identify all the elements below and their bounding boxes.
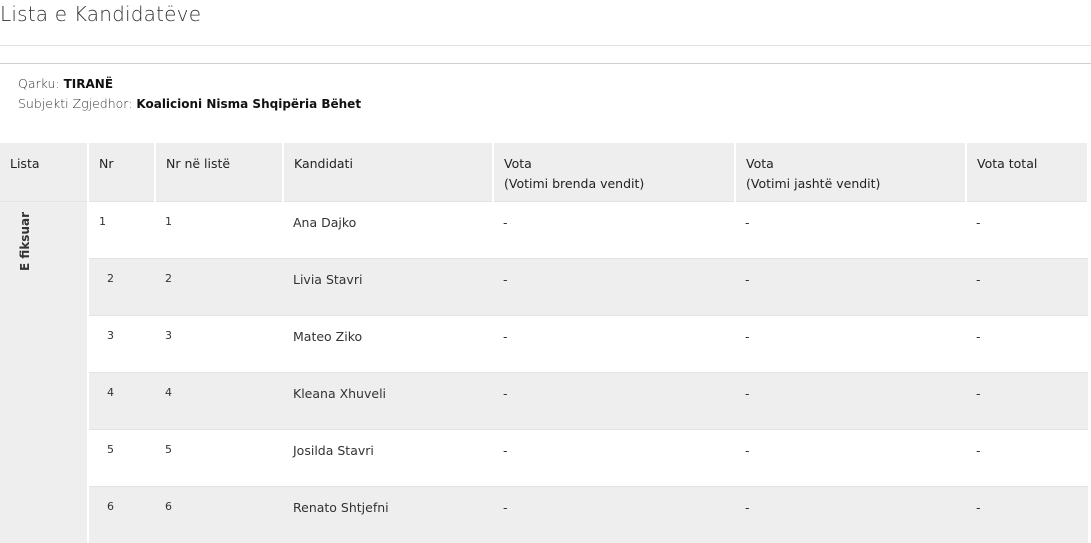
cell-vota-total: -: [966, 373, 1088, 430]
cell-vota-jashte: -: [735, 202, 966, 259]
cell-vota-jashte: -: [735, 487, 966, 543]
cell-nr-liste: 3: [155, 316, 283, 373]
cell-vota-jashte: -: [735, 373, 966, 430]
cell-vota-total: -: [966, 430, 1088, 487]
cell-nr-liste: 1: [155, 202, 283, 259]
header-lista: Lista: [0, 143, 88, 202]
cell-vota-total: -: [966, 316, 1088, 373]
cell-vota-jashte: -: [735, 316, 966, 373]
cell-vota-total: -: [966, 259, 1088, 316]
cell-vota-brenda: -: [493, 430, 735, 487]
header-vota-jashte: Vota(Votimi jashtë vendit): [735, 143, 966, 202]
subjekti-label: Subjekti Zgjedhor:: [18, 96, 132, 111]
group-cell: E fiksuar: [0, 202, 88, 543]
group-label: E fiksuar: [18, 212, 32, 271]
cell-nr-liste: 4: [155, 373, 283, 430]
header-vota-total: Vota total: [966, 143, 1088, 202]
cell-kandidati: Renato Shtjefni: [283, 487, 493, 543]
cell-vota-brenda: -: [493, 316, 735, 373]
divider: [0, 63, 1091, 64]
cell-nr: 1: [88, 202, 155, 259]
cell-kandidati: Mateo Ziko: [283, 316, 493, 373]
cell-vota-brenda: -: [493, 202, 735, 259]
cell-nr: 3: [88, 316, 155, 373]
cell-vota-jashte: -: [735, 259, 966, 316]
header-kandidati: Kandidati: [283, 143, 493, 202]
cell-vota-jashte: -: [735, 430, 966, 487]
subjekti-value: Koalicioni Nisma Shqipëria Bëhet: [136, 97, 361, 111]
cell-kandidati: Josilda Stavri: [283, 430, 493, 487]
cell-kandidati: Ana Dajko: [283, 202, 493, 259]
cell-nr: 4: [88, 373, 155, 430]
cell-nr-liste: 2: [155, 259, 283, 316]
cell-vota-brenda: -: [493, 487, 735, 543]
header-nr-liste: Nr në listë: [155, 143, 283, 202]
cell-kandidati: Kleana Xhuveli: [283, 373, 493, 430]
cell-kandidati: Livia Stavri: [283, 259, 493, 316]
cell-nr-liste: 6: [155, 487, 283, 543]
header-nr: Nr: [88, 143, 155, 202]
divider: [0, 45, 1091, 46]
qarku-label: Qarku:: [18, 76, 60, 91]
cell-vota-brenda: -: [493, 373, 735, 430]
cell-vota-brenda: -: [493, 259, 735, 316]
qarku-value: TIRANË: [64, 77, 113, 91]
candidates-table: Lista Nr Nr në listë Kandidati Vota(Voti…: [0, 143, 1089, 543]
cell-nr-liste: 5: [155, 430, 283, 487]
info-block: Qarku: TIRANË Subjekti Zgjedhor: Koalici…: [18, 74, 361, 114]
cell-vota-total: -: [966, 202, 1088, 259]
cell-vota-total: -: [966, 487, 1088, 543]
cell-nr: 2: [88, 259, 155, 316]
page-title: Lista e Kandidatëve: [0, 2, 201, 26]
header-vota-brenda: Vota(Votimi brenda vendit): [493, 143, 735, 202]
cell-nr: 6: [88, 487, 155, 543]
cell-nr: 5: [88, 430, 155, 487]
